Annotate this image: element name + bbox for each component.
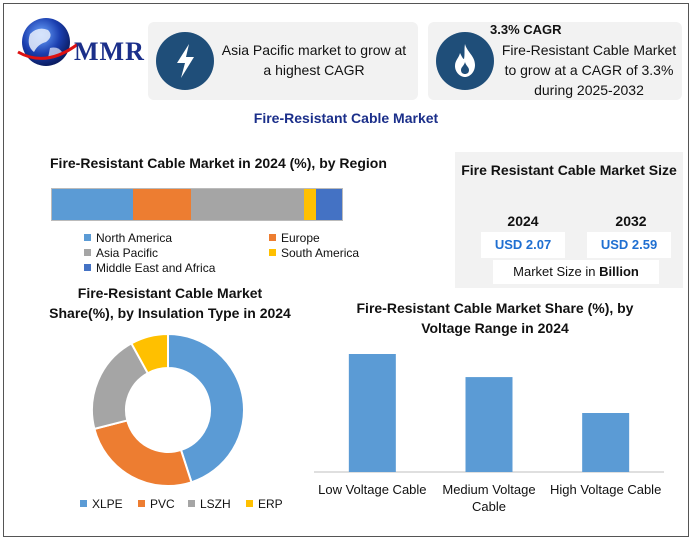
title-line: Voltage Range in 2024 xyxy=(421,320,569,336)
bar-0 xyxy=(348,354,396,472)
x-tick-label: Medium Voltage xyxy=(442,482,535,497)
legend-swatch xyxy=(84,249,91,256)
callout-text: Fire-Resistant Cable Market to grow at a… xyxy=(501,42,677,98)
donut-slice-erp xyxy=(130,332,169,375)
page-title: Fire-Resistant Cable Market xyxy=(253,110,439,126)
legend-swatch xyxy=(188,500,195,507)
title-line: Fire-Resistant Cable Market Share (%), b… xyxy=(356,300,634,316)
voltage-chart-title: Fire-Resistant Cable Market Share (%), b… xyxy=(330,298,660,338)
legend-item: Europe xyxy=(269,231,320,245)
x-tick-label: Low Voltage Cable xyxy=(318,482,426,497)
logo: MMR xyxy=(12,12,145,72)
legend-swatch xyxy=(246,500,253,507)
callout-cagr: 3.3% CAGR Fire-Resistant Cable Market to… xyxy=(428,22,682,100)
voltage-bar-chart: Low Voltage Cable Medium Voltage Cable High… xyxy=(314,354,664,514)
bar-1 xyxy=(465,377,513,472)
year-2024-label: 2024 xyxy=(507,213,539,229)
callout-text: Asia Pacific market to grow at a highest… xyxy=(221,42,407,78)
legend-label: Middle East and Africa xyxy=(96,261,216,275)
market-size-panel: Fire Resistant Cable Market Size 2024 20… xyxy=(455,152,683,288)
region-segment-1 xyxy=(133,189,192,220)
region-chart-title: Fire-Resistant Cable Market in 2024 (%),… xyxy=(50,155,387,171)
legend-swatch xyxy=(84,264,91,271)
legend-label: North America xyxy=(96,231,173,245)
x-tick-label: Cable xyxy=(472,499,506,514)
legend-item: South America xyxy=(269,246,359,260)
legend-swatch xyxy=(138,500,145,507)
legend-label: PVC xyxy=(150,497,175,511)
insulation-legend: XLPE PVC LSZH ERP xyxy=(80,497,300,513)
legend-item: PVC xyxy=(138,497,175,511)
unit-prefix: Market Size in xyxy=(513,264,600,279)
value-2032: USD 2.59 xyxy=(587,232,671,258)
legend-item: XLPE xyxy=(80,497,123,511)
insulation-chart-title: Fire-Resistant Cable Market Share(%), by… xyxy=(20,283,320,323)
fire-icon xyxy=(436,32,494,90)
region-segment-3 xyxy=(304,189,316,220)
legend-swatch xyxy=(84,234,91,241)
legend-swatch xyxy=(269,249,276,256)
title-line: Fire-Resistant Cable Market xyxy=(77,285,263,301)
region-legend: North America Europe Asia Pacific South Ame… xyxy=(84,231,374,279)
logo-text: MMR xyxy=(74,37,145,66)
globe-icon xyxy=(17,18,79,66)
legend-label: ERP xyxy=(258,497,283,511)
legend-label: South America xyxy=(281,246,360,260)
x-tick-label: High Voltage Cable xyxy=(550,482,661,497)
legend-swatch xyxy=(80,500,87,507)
title-line: Share(%), by Insulation Type in 2024 xyxy=(49,305,291,321)
region-segment-4 xyxy=(315,189,342,220)
unit-text: Billion xyxy=(599,264,639,279)
cagr-headline: 3.3% CAGR xyxy=(490,22,562,37)
lightning-icon xyxy=(156,32,214,90)
legend-label: LSZH xyxy=(200,497,231,511)
donut-slice-pvc xyxy=(93,419,193,487)
legend-item: ERP xyxy=(246,497,283,511)
market-size-title: Fire Resistant Cable Market Size xyxy=(461,162,677,178)
region-stacked-bar xyxy=(51,188,343,221)
legend-item: LSZH xyxy=(188,497,231,511)
callout-region-growth: Asia Pacific market to grow at a highest… xyxy=(148,22,418,100)
legend-item: Asia Pacific xyxy=(84,246,158,260)
bar-2 xyxy=(582,413,630,472)
insulation-donut-chart xyxy=(91,332,245,487)
region-segment-2 xyxy=(191,189,305,220)
year-2032-label: 2032 xyxy=(615,213,647,229)
legend-item: North America xyxy=(84,231,172,245)
market-size-unit: Market Size in Billion xyxy=(493,260,659,284)
legend-label: Europe xyxy=(281,231,320,245)
legend-label: XLPE xyxy=(92,497,123,511)
donut-slice-xlpe xyxy=(167,332,245,484)
legend-label: Asia Pacific xyxy=(96,246,159,260)
legend-swatch xyxy=(269,234,276,241)
value-2024: USD 2.07 xyxy=(481,232,565,258)
page-frame xyxy=(3,3,689,537)
region-segment-0 xyxy=(52,189,134,220)
legend-item: Middle East and Africa xyxy=(84,261,215,275)
